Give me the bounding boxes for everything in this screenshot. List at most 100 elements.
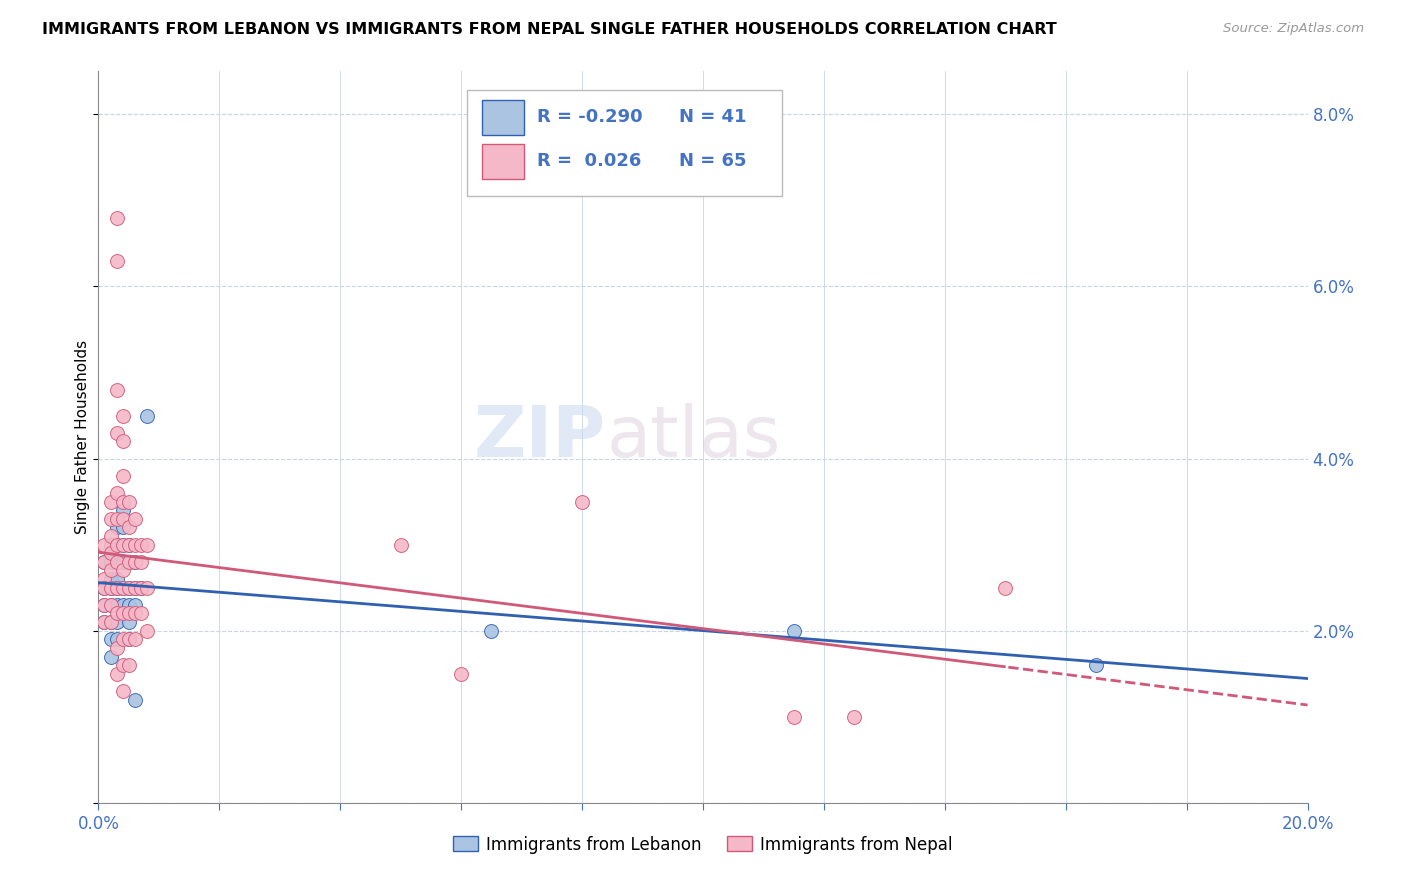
Point [93,581,115,595]
Point [105,598,128,612]
Point [450,666,472,681]
Text: N = 41: N = 41 [679,109,747,127]
Point [105,572,128,586]
Legend: Immigrants from Lebanon, Immigrants from Nepal: Immigrants from Lebanon, Immigrants from… [447,829,959,860]
Point [844,710,866,724]
Point [105,666,128,681]
Text: N = 65: N = 65 [679,153,747,170]
Point [124,632,146,647]
Point [100,632,122,647]
Point [124,555,146,569]
Point [111,503,134,517]
Point [100,512,122,526]
Point [105,486,128,500]
Point [100,564,122,578]
Point [129,581,152,595]
Point [118,555,141,569]
Point [100,649,122,664]
Point [111,607,134,621]
Point [105,555,128,569]
Point [124,692,146,706]
Point [571,494,593,508]
Point [100,572,122,586]
Point [100,494,122,508]
Point [118,520,141,534]
Y-axis label: Single Father Households: Single Father Households [75,340,90,534]
Text: R =  0.026: R = 0.026 [537,153,641,170]
Point [105,383,128,397]
Point [105,581,128,595]
Point [129,555,152,569]
Point [111,494,134,508]
Point [100,538,122,552]
Point [111,555,134,569]
Point [105,581,128,595]
Point [135,538,157,552]
Point [118,494,141,508]
Point [105,211,128,225]
FancyBboxPatch shape [482,100,524,135]
Point [124,581,146,595]
Point [105,425,128,440]
Point [118,598,141,612]
Point [118,538,141,552]
Point [93,555,115,569]
Point [105,538,128,552]
Point [994,581,1017,595]
Point [93,615,115,629]
Point [124,555,146,569]
Point [111,564,134,578]
Point [118,538,141,552]
Point [129,538,152,552]
Point [1085,658,1108,673]
Point [111,468,134,483]
Point [389,538,412,552]
Point [105,632,128,647]
Point [105,640,128,655]
Point [100,529,122,543]
Point [105,538,128,552]
Point [111,598,134,612]
Point [118,555,141,569]
Point [124,607,146,621]
Point [111,581,134,595]
Point [124,581,146,595]
Point [118,607,141,621]
Point [105,555,128,569]
Point [93,615,115,629]
Point [783,624,806,638]
FancyBboxPatch shape [467,90,782,195]
FancyBboxPatch shape [482,144,524,179]
Point [100,581,122,595]
Text: Source: ZipAtlas.com: Source: ZipAtlas.com [1223,22,1364,36]
Point [111,684,134,698]
Point [124,512,146,526]
Point [118,615,141,629]
Point [111,538,134,552]
Point [111,409,134,423]
Point [124,598,146,612]
Point [93,598,115,612]
Point [118,632,141,647]
Text: IMMIGRANTS FROM LEBANON VS IMMIGRANTS FROM NEPAL SINGLE FATHER HOUSEHOLDS CORREL: IMMIGRANTS FROM LEBANON VS IMMIGRANTS FR… [42,22,1057,37]
Point [111,632,134,647]
Point [118,658,141,673]
Point [135,581,157,595]
Point [100,615,122,629]
Point [100,598,122,612]
Point [100,598,122,612]
Point [100,615,122,629]
Point [129,581,152,595]
Point [118,581,141,595]
Point [93,598,115,612]
Text: R = -0.290: R = -0.290 [537,109,643,127]
Point [124,538,146,552]
Point [105,520,128,534]
Point [105,253,128,268]
Point [93,555,115,569]
Text: atlas: atlas [606,402,780,472]
Point [481,624,503,638]
Point [93,572,115,586]
Point [100,581,122,595]
Point [111,520,134,534]
